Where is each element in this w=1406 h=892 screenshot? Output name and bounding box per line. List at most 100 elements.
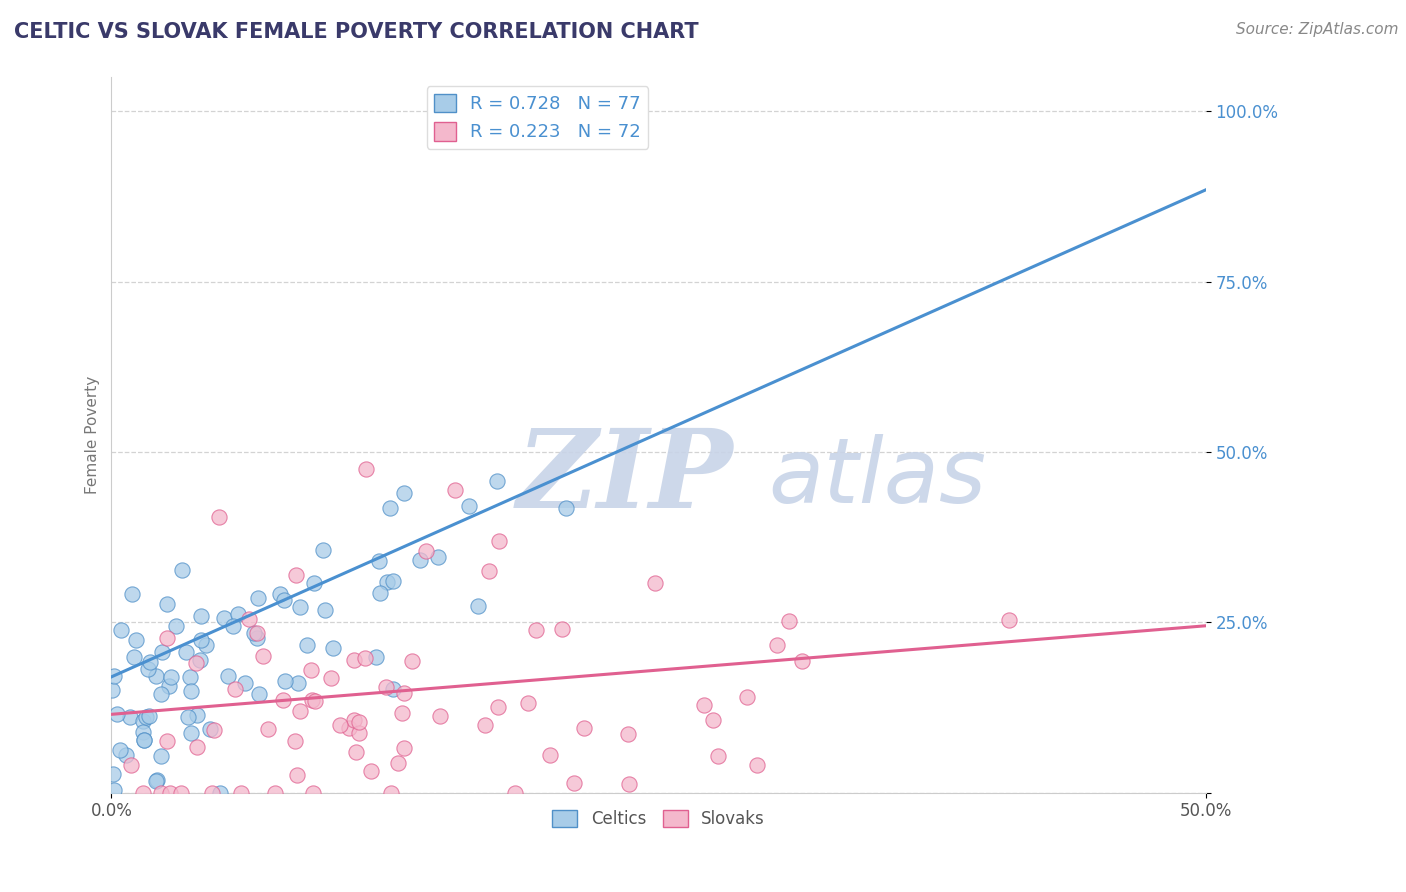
Point [387, 756, 409, 770]
Point [256, 722, 278, 736]
Point [392, 486, 415, 500]
Point [392, 741, 415, 756]
Point [790, 654, 813, 668]
Point [110, 623, 132, 637]
Point [343, 713, 366, 727]
Point [246, 626, 269, 640]
Point [458, 500, 481, 514]
Point [429, 709, 451, 723]
Point [156, 733, 179, 747]
Point [246, 591, 269, 606]
Point [745, 758, 768, 772]
Point [214, 611, 236, 625]
Point [124, 632, 146, 647]
Point [613, 118, 636, 132]
Point [156, 597, 179, 611]
Point [347, 726, 370, 740]
Point [103, 783, 125, 797]
Point [329, 718, 352, 732]
Point [132, 714, 155, 729]
Text: atlas: atlas [768, 434, 986, 522]
Point [321, 671, 343, 685]
Point [145, 774, 167, 789]
Point [170, 786, 193, 800]
Point [444, 483, 467, 497]
Point [285, 767, 308, 781]
Point [706, 749, 728, 764]
Point [301, 663, 323, 677]
Point [145, 668, 167, 682]
Point [269, 587, 291, 601]
Point [122, 650, 145, 665]
Point [562, 776, 585, 790]
Point [228, 607, 250, 622]
Point [301, 693, 323, 707]
Point [246, 631, 269, 645]
Point [105, 707, 128, 722]
Point [488, 533, 510, 548]
Point [222, 619, 245, 633]
Point [347, 715, 370, 730]
Point [101, 683, 124, 698]
Point [343, 653, 366, 667]
Point [503, 786, 526, 800]
Point [201, 786, 224, 800]
Point [693, 698, 716, 713]
Point [290, 704, 312, 718]
Point [486, 699, 509, 714]
Point [115, 747, 138, 762]
Point [224, 681, 246, 696]
Point [132, 733, 155, 747]
Point [186, 707, 208, 722]
Point [378, 500, 401, 515]
Point [134, 732, 156, 747]
Point [427, 550, 450, 565]
Point [217, 669, 239, 683]
Point [360, 764, 382, 779]
Point [264, 786, 287, 800]
Point [271, 692, 294, 706]
Point [478, 564, 501, 578]
Point [401, 654, 423, 668]
Point [184, 657, 207, 671]
Point [190, 609, 212, 624]
Point [617, 727, 640, 741]
Point [165, 618, 187, 632]
Point [150, 786, 173, 800]
Point [138, 662, 160, 676]
Point [538, 747, 561, 762]
Point [179, 670, 201, 684]
Point [391, 706, 413, 720]
Point [229, 786, 252, 800]
Text: ZIP: ZIP [516, 425, 733, 532]
Point [287, 676, 309, 690]
Point [190, 653, 212, 667]
Point [367, 554, 389, 568]
Point [485, 474, 508, 488]
Point [380, 786, 402, 800]
Point [186, 739, 208, 754]
Point [304, 694, 326, 708]
Point [120, 758, 142, 772]
Point [284, 567, 307, 582]
Point [110, 743, 132, 757]
Point [233, 675, 256, 690]
Point [139, 655, 162, 669]
Point [177, 710, 200, 724]
Point [174, 645, 197, 659]
Point [344, 745, 367, 759]
Point [159, 680, 181, 694]
Legend: Celtics, Slovaks: Celtics, Slovaks [546, 803, 772, 834]
Point [467, 599, 489, 613]
Point [138, 708, 160, 723]
Point [274, 674, 297, 689]
Point [247, 687, 270, 701]
Point [516, 696, 538, 710]
Point [354, 651, 377, 665]
Point [150, 645, 173, 659]
Point [118, 710, 141, 724]
Point [103, 669, 125, 683]
Point [644, 575, 666, 590]
Point [135, 710, 157, 724]
Point [159, 786, 181, 800]
